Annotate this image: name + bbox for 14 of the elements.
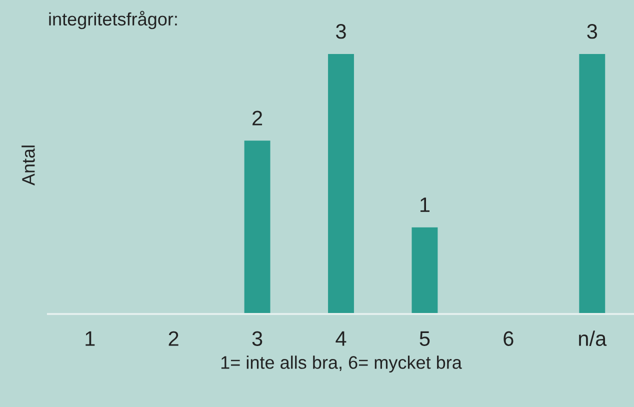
- x-tick-label: 6: [504, 331, 514, 346]
- x-tick-label: 5: [420, 331, 430, 346]
- chart-title: integritetsfrågor:: [49, 10, 177, 30]
- x-tick-label: 3: [252, 331, 262, 346]
- data-label: 3: [336, 24, 346, 39]
- data-label: 2: [252, 110, 262, 126]
- x-tick-label: n/a: [579, 330, 607, 346]
- data-label: 1: [420, 198, 430, 212]
- y-axis-title: Antal: [22, 146, 35, 186]
- x-tick-label: 1: [86, 331, 95, 346]
- x-axis-title: 1= inte alls bra, 6= mycket bra: [221, 356, 462, 372]
- x-tick-label: 4: [336, 331, 346, 346]
- data-label: 3: [587, 24, 598, 39]
- x-tick-label: 2: [168, 331, 178, 346]
